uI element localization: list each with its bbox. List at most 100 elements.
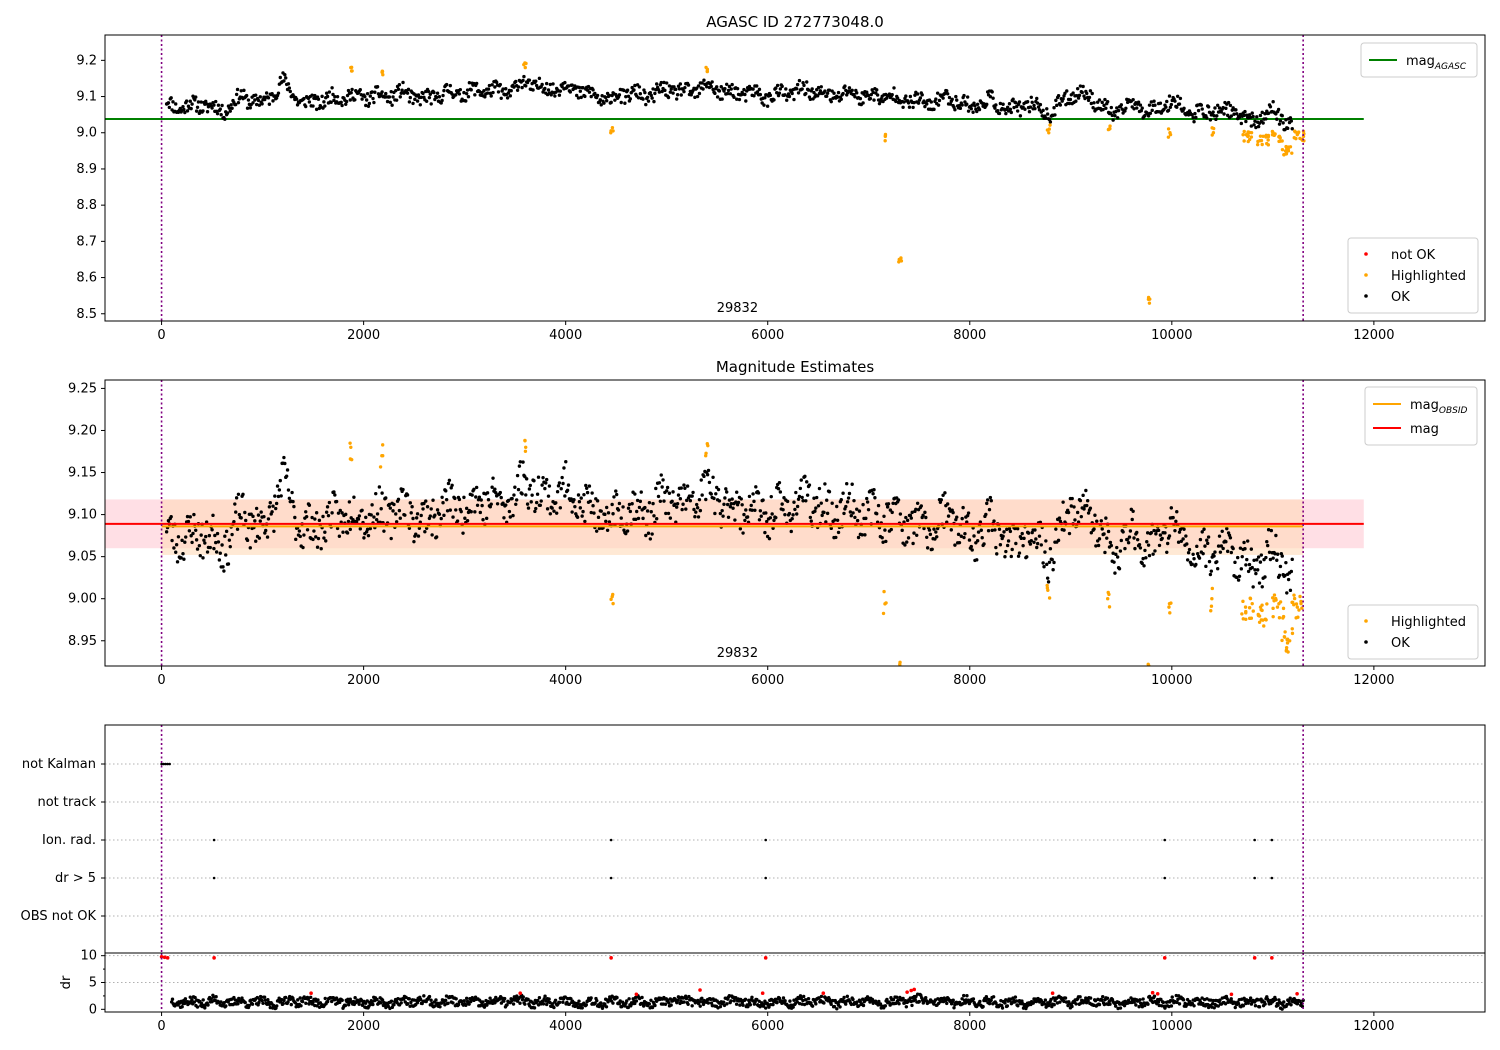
ok-point <box>464 91 469 96</box>
ok-point <box>477 495 482 499</box>
ok-point <box>212 995 216 999</box>
highlighted-point <box>349 69 354 73</box>
ok-point <box>645 509 650 513</box>
ok-point <box>1153 549 1157 553</box>
highlighted-point <box>1296 130 1301 134</box>
ok-point <box>403 513 407 517</box>
ok-point <box>374 517 379 522</box>
not-ok-point <box>1295 991 1299 996</box>
highlighted-point <box>1168 611 1172 615</box>
ok-point <box>1254 571 1258 576</box>
ok-point <box>459 509 463 514</box>
ok-point <box>752 94 756 98</box>
x-tick-label: 4000 <box>549 673 582 688</box>
ok-point <box>444 82 449 87</box>
ok-point <box>408 95 412 100</box>
ok-point <box>448 508 453 512</box>
ok-point <box>797 494 802 499</box>
ok-point <box>1121 530 1125 534</box>
ok-point <box>1161 1000 1166 1005</box>
ok-point <box>1198 537 1203 542</box>
ok-point <box>950 97 954 102</box>
ok-point <box>174 550 178 554</box>
ok-point <box>1000 1006 1005 1010</box>
ok-point <box>654 517 659 521</box>
ok-point <box>1132 1000 1136 1004</box>
flag-category-label: dr > 5 <box>55 871 96 886</box>
ok-point <box>236 492 241 496</box>
ok-point <box>430 533 434 537</box>
ok-point <box>187 529 192 533</box>
ok-point <box>234 92 239 97</box>
ok-point <box>194 528 198 532</box>
ok-point <box>235 527 240 531</box>
ok-point <box>434 95 439 100</box>
flag-point <box>1253 838 1256 842</box>
ok-point <box>188 515 192 519</box>
ok-point <box>848 510 853 514</box>
ok-point <box>754 485 758 489</box>
highlighted-point <box>1280 638 1284 643</box>
ok-point <box>1115 545 1119 550</box>
ok-point <box>1229 997 1233 1001</box>
ok-point <box>1029 95 1033 99</box>
ok-point <box>770 512 774 516</box>
flag-point <box>764 876 768 880</box>
ok-point <box>1036 105 1041 109</box>
ok-point <box>1231 546 1235 551</box>
ok-point <box>1275 558 1279 562</box>
ok-point <box>508 515 513 519</box>
agasc-axes-frame <box>104 34 1486 322</box>
ok-point <box>362 536 366 540</box>
highlighted-point <box>1280 139 1284 143</box>
ok-point <box>166 519 171 523</box>
ok-point <box>1140 106 1144 110</box>
ok-point <box>1207 559 1212 564</box>
ok-point <box>1015 527 1020 531</box>
ok-point <box>1278 119 1283 123</box>
highlighted-point <box>1264 135 1268 139</box>
ok-point <box>960 516 964 521</box>
ok-point <box>548 82 553 87</box>
ok-point <box>1221 546 1225 551</box>
ok-point <box>1277 998 1281 1002</box>
highlighted-point <box>1246 139 1250 144</box>
ok-point <box>401 80 405 85</box>
ok-point <box>1056 94 1061 98</box>
ok-point <box>1156 1000 1161 1004</box>
ok-point <box>877 999 881 1004</box>
ok-point <box>756 491 761 495</box>
ok-point <box>853 515 857 520</box>
x-tick-label: 8000 <box>953 1019 986 1034</box>
not-ok-point <box>609 956 613 960</box>
ok-point <box>469 510 473 514</box>
ok-point <box>605 528 610 532</box>
ok-point <box>437 512 442 516</box>
ok-point <box>565 488 570 493</box>
ok-point <box>501 501 505 505</box>
ok-point <box>311 1000 315 1004</box>
ok-point <box>446 1001 450 1005</box>
x-tick-label: 2000 <box>347 328 380 343</box>
ok-point <box>755 90 760 94</box>
ok-point <box>358 527 362 531</box>
ok-point <box>750 508 754 512</box>
ok-point <box>1114 109 1118 114</box>
ok-point <box>682 89 686 94</box>
ok-point <box>902 100 906 104</box>
ok-point <box>558 89 563 93</box>
ok-point <box>465 88 470 92</box>
ok-point <box>1165 99 1169 104</box>
ok-point <box>755 997 759 1002</box>
ok-point <box>919 504 923 508</box>
ok-point <box>561 1000 565 1004</box>
ok-point <box>544 481 548 485</box>
ok-point <box>727 498 732 502</box>
ok-point <box>461 531 465 535</box>
ok-point <box>1153 103 1157 107</box>
ok-point <box>1086 98 1091 103</box>
ok-point <box>265 535 270 539</box>
ok-point <box>494 80 499 85</box>
ok-point <box>1105 99 1110 104</box>
ok-point <box>313 93 317 98</box>
